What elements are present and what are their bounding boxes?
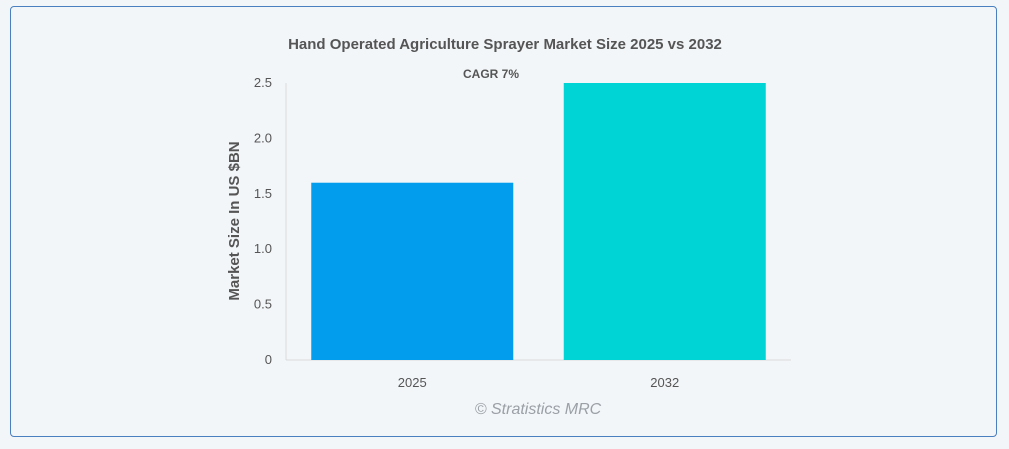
x-axis-ticks: 2025 2032: [398, 375, 679, 390]
bar-2032: [563, 83, 766, 360]
y-axis-label: Market Size In US $BN: [226, 141, 243, 300]
bar-2025: [311, 182, 514, 360]
y-tick-label: 1.0: [254, 241, 272, 256]
y-tick-label: 0: [265, 352, 272, 367]
y-tick-label: 1.5: [254, 186, 272, 201]
y-tick-label: 2.5: [254, 75, 272, 90]
y-tick-label: 0.5: [254, 297, 272, 312]
cagr-annotation: CAGR 7%: [463, 67, 519, 81]
source-credit: © Stratistics MRC: [475, 401, 602, 418]
y-tick-label: 2.0: [254, 130, 272, 145]
bars: [311, 83, 766, 360]
chart-title: Hand Operated Agriculture Sprayer Market…: [288, 36, 722, 53]
y-axis-ticks: 0 0.5 1.0 1.5 2.0 2.5: [254, 75, 272, 367]
x-tick-label: 2025: [398, 375, 427, 390]
x-tick-label: 2032: [650, 375, 679, 390]
